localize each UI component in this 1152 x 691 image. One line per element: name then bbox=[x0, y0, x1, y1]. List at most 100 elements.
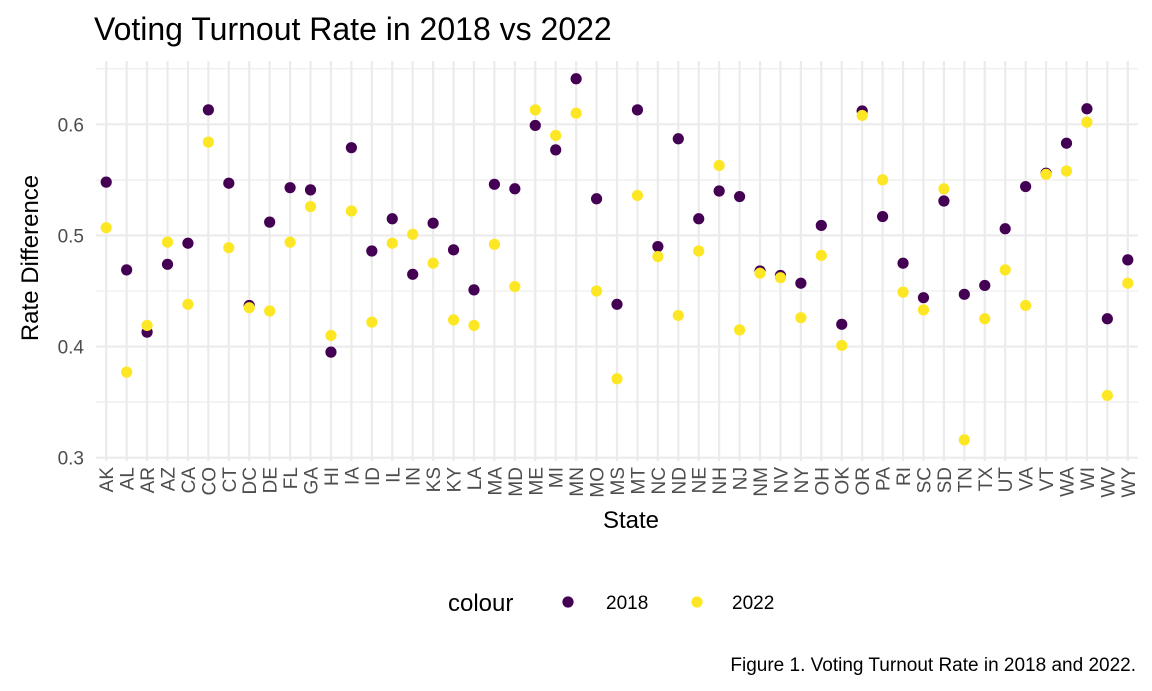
x-tick-label: SC bbox=[914, 467, 935, 493]
point-2018-NY bbox=[795, 277, 807, 289]
x-tick-label: ID bbox=[363, 467, 384, 486]
point-2022-AK bbox=[100, 222, 112, 234]
point-2018-WI bbox=[1081, 103, 1093, 115]
point-2022-IA bbox=[345, 205, 357, 217]
point-2018-MD bbox=[509, 183, 521, 195]
point-2022-WY bbox=[1122, 277, 1134, 289]
x-tick-label: WY bbox=[1119, 467, 1140, 498]
x-tick-label: MN bbox=[567, 467, 588, 497]
point-2022-MN bbox=[570, 107, 582, 119]
x-tick-label: NM bbox=[751, 467, 772, 497]
point-2018-SD bbox=[938, 195, 950, 207]
point-2018-MO bbox=[590, 193, 603, 205]
x-tick-label: WI bbox=[1078, 467, 1099, 490]
x-tick-label: DC bbox=[240, 467, 261, 494]
point-2022-CA bbox=[182, 298, 194, 310]
point-2018-CT bbox=[223, 177, 235, 189]
point-2022-UT bbox=[999, 264, 1011, 276]
y-axis-ticks: 0.3 0.4 0.5 0.6 bbox=[58, 115, 85, 469]
point-2018-KS bbox=[427, 217, 439, 229]
x-tick-label: NJ bbox=[731, 467, 752, 490]
point-2018-ND bbox=[672, 133, 684, 145]
x-tick-label: CA bbox=[179, 467, 200, 494]
point-2022-NY bbox=[795, 312, 807, 324]
x-tick-label: GA bbox=[302, 467, 323, 495]
x-tick-label: NV bbox=[771, 467, 792, 494]
x-tick-label: MI bbox=[547, 467, 568, 488]
x-tick-label: HI bbox=[322, 467, 343, 486]
x-tick-label: CO bbox=[199, 467, 220, 496]
legend: colour 2018 2022 bbox=[448, 590, 774, 617]
x-tick-label: IL bbox=[383, 467, 404, 483]
point-2018-MI bbox=[550, 144, 562, 156]
point-2018-AZ bbox=[161, 258, 174, 270]
x-tick-label: AZ bbox=[159, 467, 180, 492]
point-2022-VT bbox=[1040, 168, 1052, 180]
point-2018-MS bbox=[611, 298, 623, 310]
x-tick-label: MT bbox=[628, 467, 649, 495]
x-tick-label: OK bbox=[833, 467, 854, 495]
point-2022-TX bbox=[979, 313, 991, 325]
point-2022-GA bbox=[304, 200, 317, 213]
point-2022-LA bbox=[468, 319, 480, 332]
point-2022-NH bbox=[713, 159, 725, 172]
legend-label-2018: 2018 bbox=[606, 593, 648, 614]
point-2018-GA bbox=[304, 184, 317, 196]
point-2022-IN bbox=[407, 228, 419, 240]
point-2018-WY bbox=[1122, 254, 1134, 266]
x-tick-label: KS bbox=[424, 467, 445, 492]
point-2018-IN bbox=[407, 268, 419, 280]
x-tick-label: DE bbox=[261, 467, 282, 493]
point-2018-VA bbox=[1020, 180, 1032, 193]
point-2022-SD bbox=[938, 183, 950, 195]
point-2018-MN bbox=[570, 73, 582, 85]
point-2022-MO bbox=[590, 285, 603, 297]
point-2022-KY bbox=[447, 314, 460, 326]
x-tick-label: LA bbox=[465, 467, 486, 491]
x-tick-label: NE bbox=[690, 467, 711, 493]
point-2022-NE bbox=[693, 245, 705, 257]
figure-caption: Figure 1. Voting Turnout Rate in 2018 an… bbox=[730, 655, 1136, 676]
point-2022-AL bbox=[121, 366, 133, 378]
point-2022-KS bbox=[427, 257, 439, 269]
x-axis-label: State bbox=[603, 507, 659, 534]
point-2018-HI bbox=[325, 346, 337, 358]
point-2018-TN bbox=[958, 288, 970, 300]
point-2022-OK bbox=[836, 339, 848, 352]
x-tick-label: AR bbox=[138, 467, 159, 493]
point-2022-IL bbox=[386, 237, 398, 249]
point-2022-CO bbox=[202, 136, 214, 148]
point-2018-TX bbox=[979, 279, 991, 292]
point-2022-OH bbox=[815, 249, 827, 262]
x-tick-label: VA bbox=[1017, 467, 1038, 491]
point-2018-OK bbox=[836, 318, 848, 330]
x-tick-label: FL bbox=[281, 467, 302, 489]
x-tick-label: AK bbox=[97, 467, 118, 493]
chart-title: Voting Turnout Rate in 2018 vs 2022 bbox=[94, 11, 612, 47]
x-tick-label: MS bbox=[608, 467, 629, 496]
legend-label-2022: 2022 bbox=[732, 593, 774, 614]
point-2022-WV bbox=[1101, 389, 1113, 402]
point-2022-SC bbox=[917, 304, 930, 316]
x-tick-label: SD bbox=[935, 467, 956, 493]
x-tick-label: OH bbox=[812, 467, 833, 496]
x-tick-label: NY bbox=[792, 467, 813, 494]
point-2018-CO bbox=[202, 104, 214, 116]
x-tick-label: AL bbox=[118, 467, 139, 490]
legend-key-2018 bbox=[562, 596, 574, 608]
x-tick-label: UT bbox=[996, 467, 1017, 493]
point-2018-NC bbox=[652, 240, 664, 253]
point-2018-WV bbox=[1101, 313, 1113, 325]
point-2022-NC bbox=[652, 250, 664, 263]
point-2018-ID bbox=[366, 245, 378, 257]
point-2022-NJ bbox=[733, 324, 746, 336]
point-2018-NH bbox=[713, 185, 725, 197]
point-2022-MI bbox=[550, 129, 562, 142]
y-axis-label: Rate Difference bbox=[17, 175, 44, 341]
y-tick-label: 0.4 bbox=[58, 338, 85, 359]
point-2022-NM bbox=[754, 267, 766, 279]
point-2022-RI bbox=[897, 286, 909, 298]
point-2018-AL bbox=[121, 264, 133, 276]
point-2018-SC bbox=[917, 292, 930, 304]
